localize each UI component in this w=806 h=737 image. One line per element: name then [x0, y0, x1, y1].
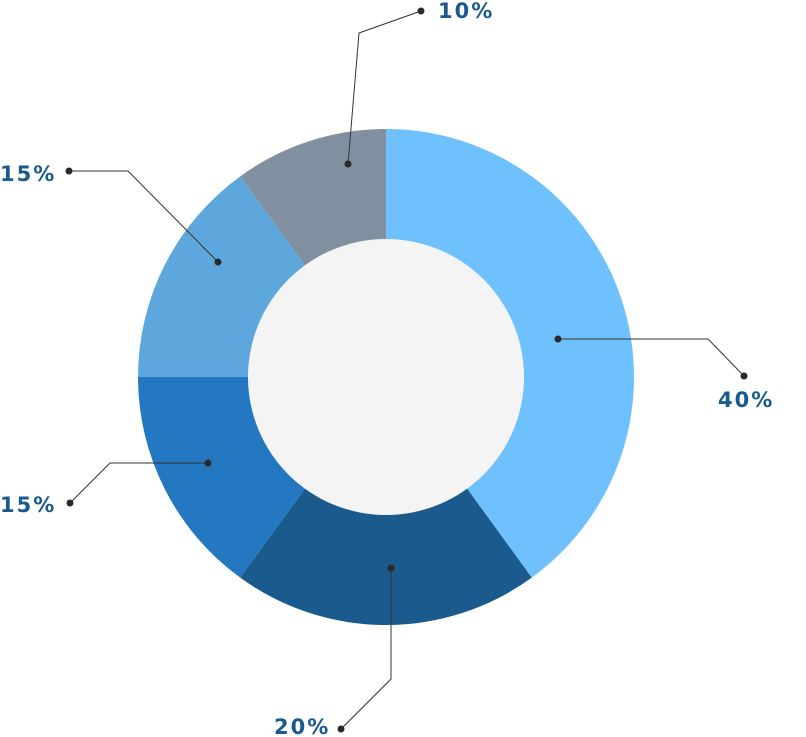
leader-line — [340, 568, 392, 730]
data-label-10: 10% — [438, 0, 494, 23]
leader-dot-inner — [554, 335, 562, 343]
leader-dot-inner — [344, 160, 352, 168]
leader-dot-outer — [65, 167, 73, 175]
leader-dot-inner — [387, 564, 395, 572]
callout-40: 40% — [554, 335, 774, 412]
data-label-40: 40% — [718, 388, 774, 412]
leader-line — [558, 338, 745, 377]
leader-dot-outer — [740, 372, 748, 380]
data-label-20: 20% — [274, 715, 330, 737]
leader-dot-inner — [204, 459, 212, 467]
callout-20: 20% — [274, 564, 395, 737]
leader-line — [69, 170, 219, 263]
data-label-15-lower: 15% — [0, 493, 56, 517]
callout-15-upper: 15% — [0, 162, 222, 266]
leader-dot-outer — [66, 499, 74, 507]
leader-dot-inner — [214, 258, 222, 266]
callout-15-lower: 15% — [0, 459, 212, 517]
leader-dot-outer — [417, 7, 425, 15]
donut-center — [248, 239, 524, 515]
leader-line — [69, 462, 208, 504]
data-label-15-upper: 15% — [0, 162, 56, 186]
leader-line — [347, 10, 422, 165]
leader-dot-outer — [337, 725, 345, 733]
callout-10: 10% — [344, 0, 494, 168]
